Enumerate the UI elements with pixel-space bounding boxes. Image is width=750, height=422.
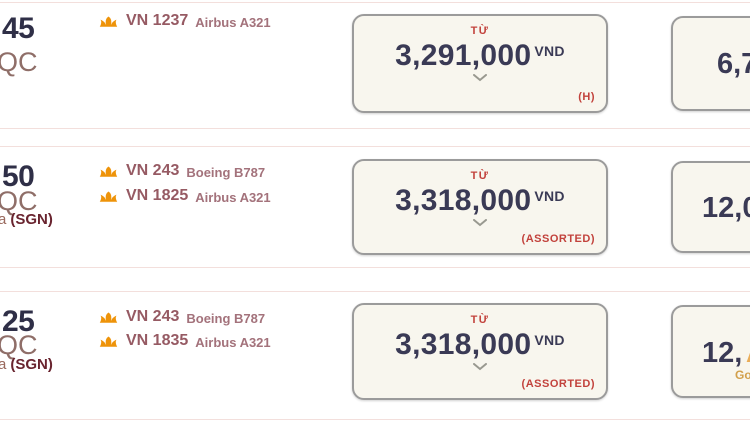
fare-select-button[interactable]: TỪ 3,291,000 VND (H) <box>352 14 608 113</box>
flight-number: VN 1835 <box>126 332 189 349</box>
airport-code-fragment: QC <box>0 186 38 216</box>
fare-prefix-label: TỪ <box>470 314 490 326</box>
gold-fare-label-fragment: Go <box>735 368 750 382</box>
via-airport-label: a (SGN) <box>0 356 53 373</box>
fare-currency-label: VND <box>534 43 565 59</box>
aircraft-type: Boeing B787 <box>186 164 266 180</box>
fare-amount: 3,318,000 <box>395 328 532 361</box>
flight-segment: VN 243 Boeing B787 <box>99 308 265 326</box>
fare-currency-label: VND <box>534 332 565 348</box>
departure-time-fragment: 50 <box>2 160 35 193</box>
airline-lotus-icon <box>99 335 118 347</box>
alt-fare-select-button[interactable]: 12,0 <box>671 161 750 253</box>
via-prefix-fragment: a <box>0 356 7 373</box>
flight-segment: VN 1825 Airbus A321 <box>99 187 271 205</box>
alt-fare-amount-fragment: 12,0 <box>702 192 750 224</box>
airline-lotus-icon <box>99 15 118 27</box>
airline-lotus-icon <box>99 190 118 202</box>
aircraft-type: Airbus A321 <box>195 189 271 205</box>
via-airport-code: (SGN) <box>10 211 53 228</box>
departure-time-fragment: 25 <box>2 305 35 338</box>
fare-amount: 3,318,000 <box>395 184 532 217</box>
aircraft-type: Airbus A321 <box>195 14 271 30</box>
airport-code-fragment: QC <box>0 47 38 77</box>
flight-number: VN 243 <box>126 162 180 179</box>
flight-result-row: 25 QC a (SGN) VN 243 Boeing B787 VN 1835 … <box>0 291 750 420</box>
flight-number: VN 243 <box>126 308 180 325</box>
via-airport-label: a (SGN) <box>0 211 53 228</box>
departure-time-fragment: 45 <box>2 12 35 45</box>
flight-segment: VN 1237 Airbus A321 <box>99 12 271 30</box>
flight-segment: VN 1835 Airbus A321 <box>99 332 271 350</box>
airport-code-fragment: QC <box>0 330 38 360</box>
flight-result-row: 45 QC VN 1237 Airbus A321 TỪ 3,291,000 VN… <box>0 2 750 129</box>
fare-select-button[interactable]: TỪ 3,318,000 VND (ASSORTED) <box>352 159 608 255</box>
gold-fare-overlay-fragment: A <box>746 338 750 369</box>
alt-fare-amount-fragment: 12, <box>702 337 743 369</box>
fare-prefix-label: TỪ <box>470 25 490 37</box>
fare-currency-label: VND <box>534 188 565 204</box>
fare-select-button[interactable]: TỪ 3,318,000 VND (ASSORTED) <box>352 303 608 400</box>
via-prefix-fragment: a <box>0 211 7 228</box>
fare-class-code: (ASSORTED) <box>521 233 595 245</box>
fare-class-code: (ASSORTED) <box>521 378 595 390</box>
flight-number: VN 1237 <box>126 12 189 29</box>
fare-prefix-label: TỪ <box>470 170 490 182</box>
flight-number: VN 1825 <box>126 187 189 204</box>
alt-fare-amount-fragment: 6,7 <box>717 48 750 80</box>
flight-result-row: 50 QC a (SGN) VN 243 Boeing B787 VN 1825 … <box>0 146 750 268</box>
fare-class-code: (H) <box>578 91 595 103</box>
flight-segment: VN 243 Boeing B787 <box>99 162 265 180</box>
aircraft-type: Boeing B787 <box>186 310 266 326</box>
aircraft-type: Airbus A321 <box>195 334 271 350</box>
fare-amount: 3,291,000 <box>395 39 532 72</box>
alt-fare-select-button[interactable]: 12, A Go <box>671 305 750 398</box>
chevron-down-icon <box>473 363 487 371</box>
airline-lotus-icon <box>99 311 118 323</box>
chevron-down-icon <box>473 74 487 82</box>
airline-lotus-icon <box>99 165 118 177</box>
via-airport-code: (SGN) <box>10 356 53 373</box>
alt-fare-select-button[interactable]: 6,7 <box>671 16 750 111</box>
chevron-down-icon <box>473 219 487 227</box>
